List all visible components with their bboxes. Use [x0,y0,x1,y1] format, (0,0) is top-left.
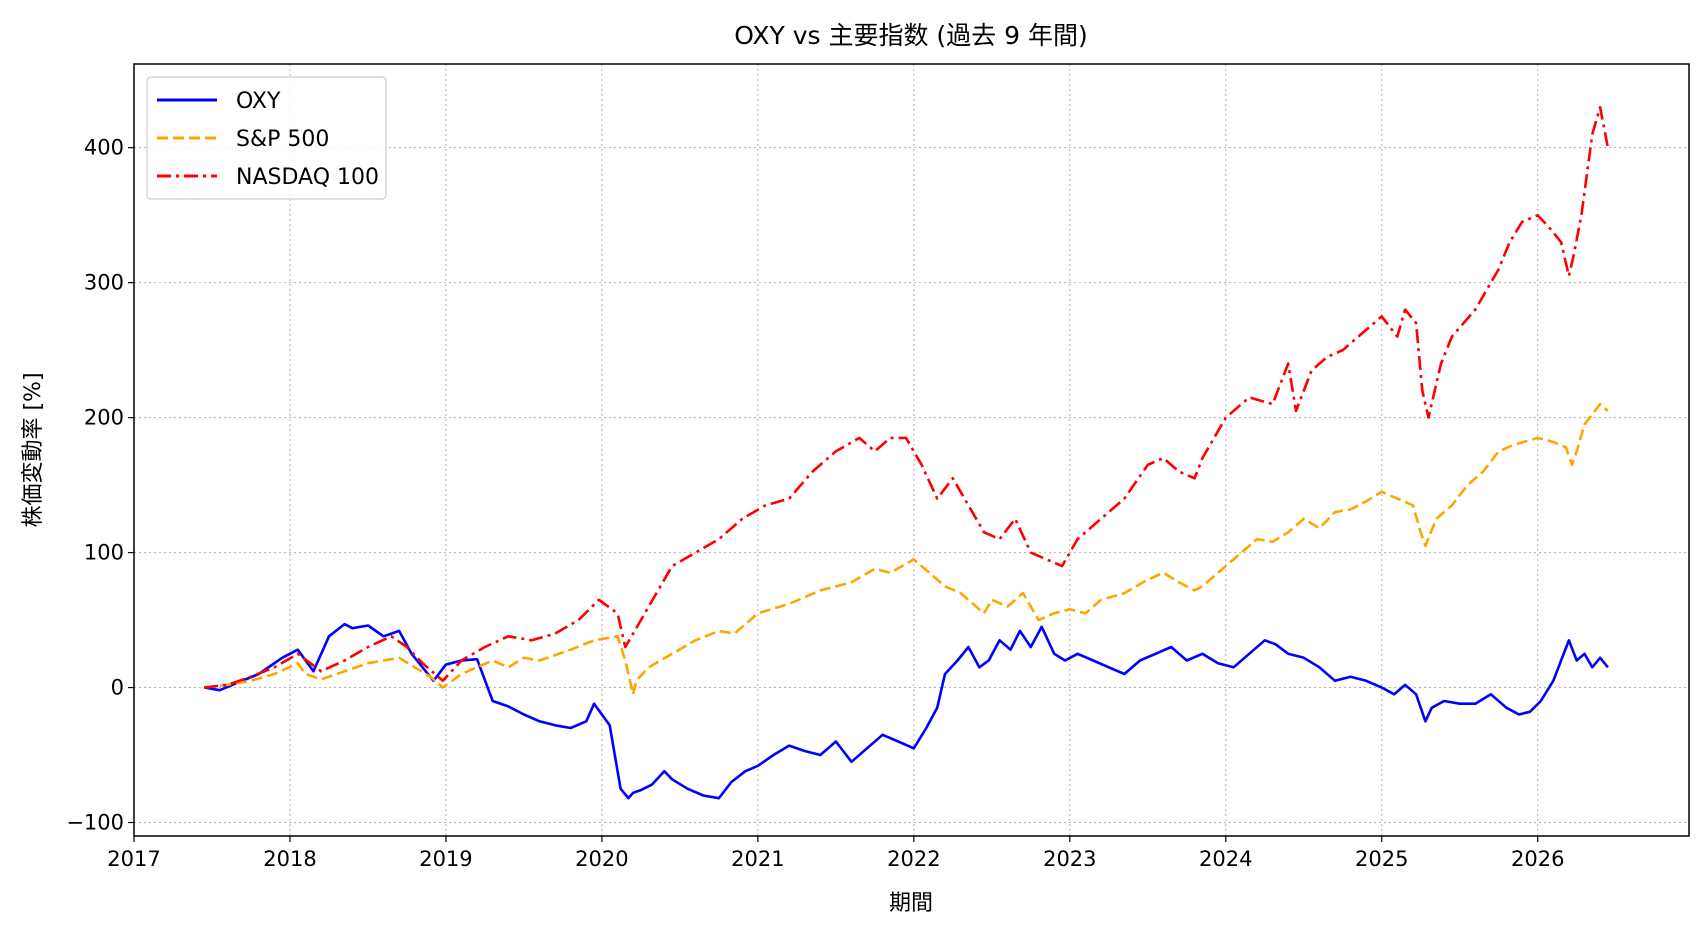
y-axis-ticks: −100 0 100 200 300 400 [66,136,134,835]
x-tick-label: 2025 [1355,847,1408,871]
x-tick-label: 2021 [731,847,784,871]
plot-frame [133,63,1690,837]
series-line-s-p-500 [204,402,1609,696]
series-line-nasdaq-100 [204,105,1610,689]
y-tick-label: 400 [84,136,124,160]
x-axis-ticks: 2017 2018 2019 2020 2021 2022 2023 2024 2025 2026 [107,836,1564,871]
x-tick-label: 2017 [107,847,160,871]
y-tick-label: −100 [66,811,124,835]
x-tick-label: 2022 [887,847,940,871]
y-tick-label: 200 [84,406,124,430]
x-tick-label: 2024 [1199,847,1252,871]
x-tick-label: 2020 [575,847,628,871]
legend: OXY S&P 500 NASDAQ 100 [146,76,387,200]
x-tick-label: 2023 [1043,847,1096,871]
x-tick-label: 2018 [263,847,316,871]
y-tick-label: 100 [84,541,124,565]
x-tick-label: 2019 [419,847,472,871]
legend-box [146,76,387,200]
legend-label-oxy: OXY [236,89,281,114]
legend-label-nasdaq100: NASDAQ 100 [236,165,379,190]
legend-label-sp500: S&P 500 [236,127,329,152]
y-tick-label: 0 [111,676,124,700]
series-layer [203,105,1610,800]
series-line-oxy [203,622,1609,800]
x-axis-label: 期間 [889,891,933,916]
chart-title: OXY vs 主要指数 (過去 9 年間) [734,21,1087,50]
y-tick-label: 300 [84,271,124,295]
x-tick-label: 2026 [1511,847,1564,871]
y-axis-label: 株価変動率 [%] [21,372,46,527]
